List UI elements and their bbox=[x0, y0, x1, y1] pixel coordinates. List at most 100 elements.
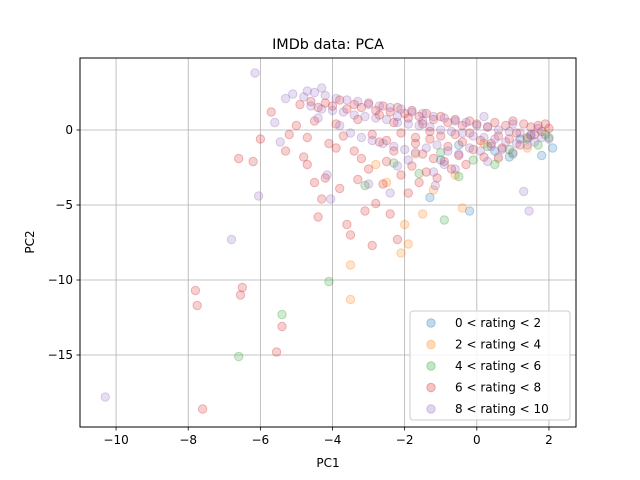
data-point bbox=[537, 150, 547, 161]
data-point bbox=[457, 203, 468, 213]
data-point bbox=[385, 107, 395, 117]
data-point bbox=[353, 114, 363, 125]
data-point bbox=[508, 149, 518, 159]
data-point bbox=[468, 144, 478, 155]
data-point bbox=[547, 143, 558, 153]
y-axis-label: PC2 bbox=[23, 230, 37, 253]
data-point bbox=[414, 177, 424, 188]
data-point bbox=[275, 137, 285, 147]
data-point bbox=[381, 177, 392, 188]
data-point bbox=[313, 212, 323, 222]
data-point bbox=[378, 179, 388, 189]
data-point bbox=[389, 146, 399, 156]
data-point bbox=[378, 138, 388, 149]
data-point bbox=[309, 87, 320, 98]
data-point bbox=[371, 198, 381, 209]
data-point bbox=[526, 129, 536, 140]
data-point bbox=[544, 132, 554, 143]
data-point bbox=[418, 209, 428, 219]
data-point bbox=[324, 276, 334, 287]
data-point bbox=[432, 173, 442, 183]
data-point bbox=[410, 149, 421, 159]
data-point bbox=[529, 129, 540, 140]
data-point bbox=[335, 183, 345, 194]
data-point bbox=[320, 90, 330, 101]
data-point bbox=[410, 132, 421, 143]
data-point bbox=[533, 140, 543, 150]
data-point bbox=[468, 131, 478, 141]
data-point bbox=[342, 104, 352, 114]
data-point bbox=[317, 194, 327, 204]
legend-label: 0 < rating < 2 bbox=[455, 316, 541, 330]
data-point bbox=[464, 116, 475, 126]
data-point bbox=[385, 209, 395, 219]
data-point bbox=[403, 119, 413, 129]
data-point bbox=[522, 134, 532, 144]
data-point bbox=[493, 131, 504, 141]
data-point bbox=[522, 132, 532, 143]
data-point bbox=[443, 141, 453, 152]
data-point bbox=[418, 119, 428, 129]
data-point bbox=[324, 138, 334, 149]
data-point bbox=[335, 120, 345, 131]
data-point bbox=[392, 111, 403, 122]
data-point bbox=[295, 99, 305, 110]
data-point bbox=[253, 191, 264, 201]
data-point bbox=[418, 108, 428, 119]
data-point bbox=[432, 140, 442, 150]
legend-marker bbox=[426, 361, 436, 371]
data-point bbox=[396, 248, 406, 258]
data-point bbox=[454, 149, 464, 159]
data-point bbox=[457, 128, 468, 138]
legend-label: 8 < rating < 10 bbox=[455, 402, 549, 416]
data-point bbox=[508, 119, 518, 129]
data-point bbox=[490, 134, 500, 144]
data-point bbox=[400, 108, 410, 119]
data-point bbox=[326, 194, 336, 204]
data-point bbox=[345, 294, 356, 305]
data-point bbox=[511, 138, 522, 149]
data-point bbox=[353, 174, 363, 185]
data-point bbox=[385, 102, 395, 113]
data-point bbox=[436, 111, 446, 122]
data-point bbox=[464, 143, 475, 153]
data-point bbox=[306, 96, 316, 107]
data-point bbox=[400, 219, 410, 230]
data-point bbox=[446, 164, 457, 174]
data-point bbox=[327, 105, 338, 116]
legend-box bbox=[409, 310, 571, 421]
data-point bbox=[313, 113, 323, 123]
data-point bbox=[197, 404, 208, 414]
data-point bbox=[407, 107, 417, 117]
data-point bbox=[454, 150, 464, 161]
data-point bbox=[378, 101, 388, 111]
data-point bbox=[250, 68, 260, 78]
data-point bbox=[363, 164, 374, 174]
data-point bbox=[317, 104, 327, 114]
data-point bbox=[248, 156, 258, 167]
legend-label: 4 < rating < 6 bbox=[455, 359, 541, 373]
data-point bbox=[544, 134, 554, 144]
data-point bbox=[439, 156, 449, 167]
plot-frame bbox=[79, 57, 577, 428]
data-point bbox=[515, 134, 525, 144]
data-point bbox=[367, 129, 377, 140]
grid bbox=[80, 58, 576, 427]
data-point bbox=[493, 125, 504, 135]
data-point bbox=[371, 159, 381, 170]
x-tick-label: 0 bbox=[473, 433, 481, 447]
data-point bbox=[374, 110, 385, 120]
data-point bbox=[443, 146, 453, 156]
data-point bbox=[504, 152, 514, 162]
data-point bbox=[436, 155, 446, 165]
data-point bbox=[428, 114, 439, 125]
data-point bbox=[237, 282, 248, 293]
data-point bbox=[360, 111, 370, 122]
data-point bbox=[396, 170, 406, 180]
data-point bbox=[504, 134, 514, 144]
data-point bbox=[302, 132, 312, 143]
data-point bbox=[490, 117, 500, 128]
data-point bbox=[504, 126, 514, 137]
